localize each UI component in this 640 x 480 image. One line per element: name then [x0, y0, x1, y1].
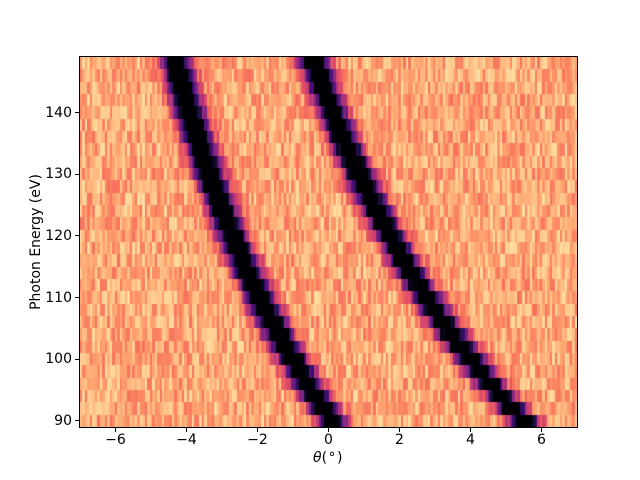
heatmap-canvas [80, 57, 577, 427]
x-tick-label: −4 [176, 432, 197, 448]
x-tick-label: 4 [466, 432, 475, 448]
y-tick [75, 420, 79, 422]
y-tick-label: 90 [54, 412, 72, 429]
y-tick-label: 110 [45, 289, 72, 306]
y-tick-label: 100 [45, 351, 72, 368]
y-tick-label: 140 [45, 104, 72, 121]
x-tick-label: −6 [105, 432, 126, 448]
x-tick [470, 428, 471, 432]
degree-units: (°) [321, 450, 344, 466]
y-tick-label: 120 [45, 227, 72, 244]
y-tick-label: 130 [45, 166, 72, 183]
y-tick [75, 297, 79, 298]
x-tick-label: 0 [324, 432, 333, 448]
y-tick [75, 358, 79, 360]
theta-symbol: θ [312, 450, 322, 466]
x-tick-label: −2 [247, 432, 268, 448]
y-tick [75, 235, 79, 237]
x-tick-label: 6 [537, 432, 546, 448]
x-tick [399, 428, 400, 432]
x-tick [115, 428, 116, 432]
x-tick [186, 428, 187, 432]
x-tick [541, 428, 542, 432]
x-tick [328, 428, 329, 432]
y-axis-label: Photon Energy (eV) [28, 174, 44, 310]
y-tick [75, 112, 79, 113]
x-axis-label: θ(°) [80, 449, 577, 467]
x-tick [257, 428, 258, 432]
y-tick [75, 173, 79, 175]
x-tick-label: 2 [395, 432, 404, 448]
